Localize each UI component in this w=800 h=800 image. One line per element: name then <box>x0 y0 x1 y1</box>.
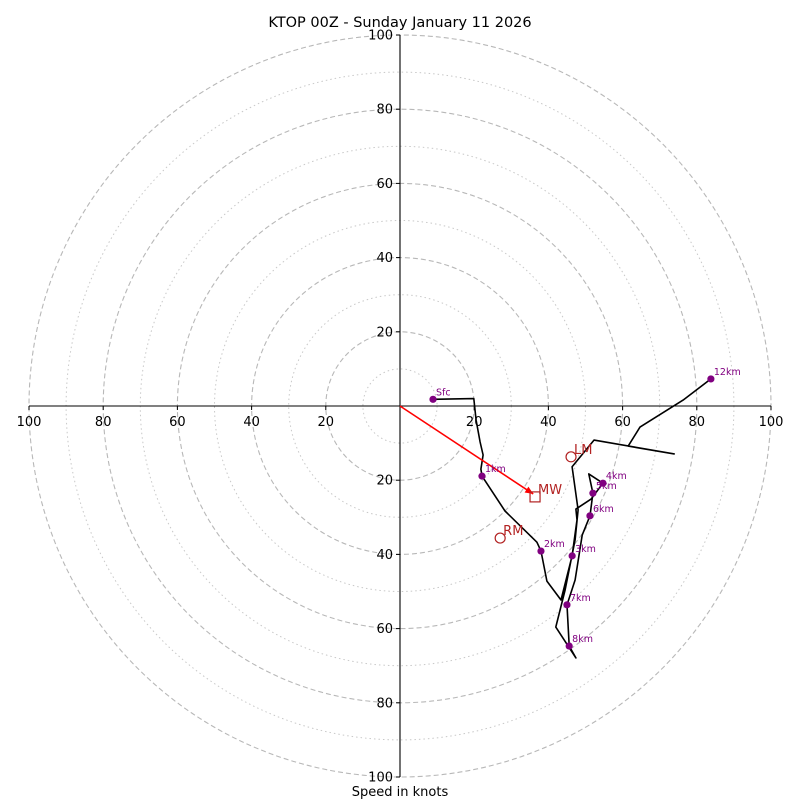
y-tick-label: 100 <box>368 29 393 44</box>
height-marker-point <box>707 375 715 383</box>
x-tick-label: 40 <box>243 415 260 430</box>
height-marker-point <box>537 547 545 555</box>
height-marker-point <box>565 642 573 650</box>
y-tick-label: 40 <box>376 251 393 266</box>
mean-wind-arrow-line <box>399 405 534 495</box>
y-tick-label: 20 <box>376 474 393 489</box>
storm-motion-marker-rm <box>494 532 506 544</box>
height-marker-label: 4km <box>606 471 627 482</box>
height-marker-label: 8km <box>572 634 593 645</box>
height-marker-label: 1km <box>485 464 506 475</box>
y-tick-label: 80 <box>376 103 393 118</box>
height-marker-point <box>586 512 594 520</box>
chart-title: KTOP 00Z - Sunday January 11 2026 <box>268 15 531 31</box>
height-marker-point <box>478 472 486 480</box>
y-tick-label: 60 <box>376 177 393 192</box>
x-tick-label: 80 <box>95 415 112 430</box>
x-tick-label: 20 <box>466 415 483 430</box>
y-tick-label: 20 <box>376 325 393 340</box>
height-marker-label: 5km <box>596 481 617 492</box>
storm-motion-marker-mw <box>529 491 541 503</box>
y-tick-label: 100 <box>368 771 393 786</box>
x-tick-label: 60 <box>169 415 186 430</box>
height-marker-label: 2km <box>544 539 565 550</box>
x-tick-label: 40 <box>540 415 557 430</box>
height-marker-point <box>568 552 576 560</box>
x-tick-label: 100 <box>17 415 42 430</box>
x-tick-label: 60 <box>614 415 631 430</box>
height-marker-label: 12km <box>714 367 741 378</box>
y-tick-label: 40 <box>376 548 393 563</box>
storm-motion-label-mw: MW <box>538 483 562 498</box>
x-axis-label: Speed in knots <box>352 785 449 800</box>
x-tick-label: 20 <box>318 415 335 430</box>
mean-wind-arrow-head <box>524 486 534 494</box>
storm-motion-group: LM MW RM <box>494 443 592 544</box>
y-tick-label: 60 <box>376 622 393 637</box>
height-marker-point <box>599 479 607 487</box>
height-marker-label: 6km <box>593 504 614 515</box>
height-marker-label: 3km <box>575 544 596 555</box>
height-marker-label: 7km <box>570 593 591 604</box>
x-tick-label: 80 <box>689 415 706 430</box>
storm-motion-marker-lm <box>565 451 577 463</box>
y-ticks: 100 80 60 40 20 20 40 60 80 100 <box>368 29 400 786</box>
y-tick-label: 80 <box>376 696 393 711</box>
height-marker-label: Sfc <box>436 387 451 398</box>
height-marker-point <box>563 601 571 609</box>
height-marker-point <box>429 395 437 403</box>
height-marker-point <box>589 489 597 497</box>
storm-motion-label-lm: LM <box>574 443 592 458</box>
x-tick-label: 100 <box>759 415 784 430</box>
storm-motion-label-rm: RM <box>503 524 523 539</box>
